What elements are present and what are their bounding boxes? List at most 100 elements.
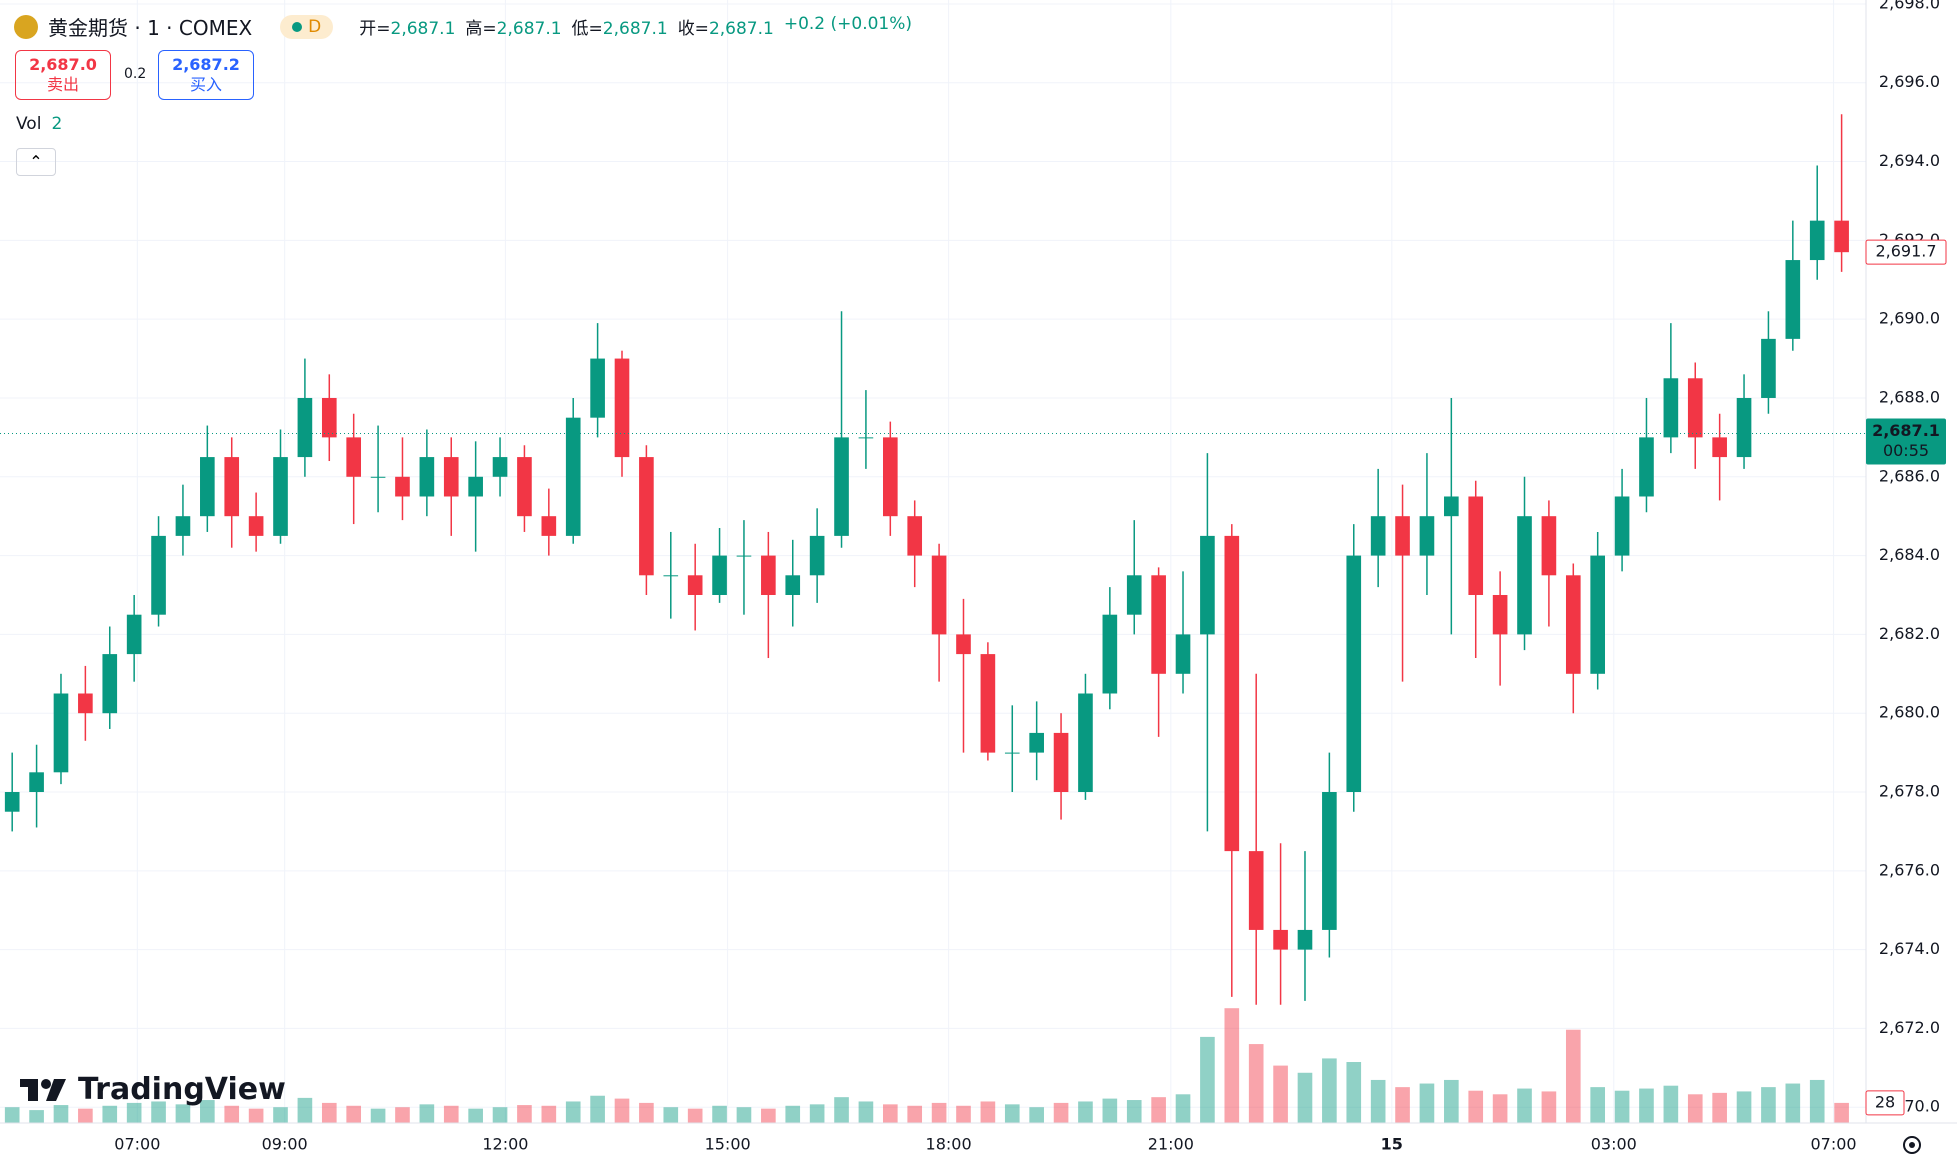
y-tick-label: 2,678.0 — [1879, 782, 1940, 801]
volume-bar — [541, 1105, 557, 1123]
buy-label: 买入 — [189, 75, 222, 94]
volume-bar — [785, 1105, 801, 1123]
candle-body — [1565, 575, 1581, 674]
volume-bar — [663, 1107, 679, 1123]
volume-bar — [53, 1105, 69, 1123]
sell-label: 卖出 — [46, 75, 79, 94]
x-tick-label: 09:00 — [262, 1135, 308, 1154]
status-dot — [292, 21, 303, 32]
candle-body — [687, 575, 703, 595]
last-price-tag — [1865, 239, 1947, 265]
candle-body — [565, 417, 581, 536]
volume-bar — [980, 1101, 996, 1123]
settings-button[interactable] — [1903, 1136, 1921, 1154]
candle-body — [761, 555, 776, 595]
volume-bar — [1175, 1094, 1191, 1123]
volume-legend-value: 2 — [51, 114, 63, 134]
candle-body — [1736, 397, 1752, 458]
volume-bar — [1200, 1036, 1215, 1123]
sell-price: 2,687.0 — [29, 55, 97, 74]
volume-tag-label: 28 — [1875, 1092, 1895, 1111]
volume-bar — [1419, 1083, 1435, 1123]
candle-body — [224, 457, 240, 517]
x-tick-label: 12:00 — [482, 1135, 528, 1154]
candle-body — [639, 457, 654, 576]
candle-body — [1663, 378, 1679, 438]
brand-text: TradingView — [78, 1072, 286, 1107]
candle-body — [1004, 752, 1020, 754]
volume-bar — [1102, 1098, 1118, 1123]
candle-body — [1590, 555, 1606, 674]
price-line-tag — [1866, 418, 1946, 465]
volume-bar — [419, 1104, 435, 1123]
candle-body — [419, 457, 435, 497]
candle-body — [4, 792, 20, 812]
ohlc-value: 2,687.1 — [602, 19, 668, 39]
volume-bar — [1565, 1029, 1581, 1123]
candle-body — [1273, 929, 1288, 950]
candle-body — [395, 476, 410, 497]
y-tick-label: 2,674.0 — [1879, 939, 1940, 958]
candle-body — [517, 457, 532, 517]
brand-icon — [20, 1078, 66, 1101]
volume-bar — [687, 1108, 703, 1123]
y-tick-label: 2,696.0 — [1879, 72, 1940, 91]
volume-bar — [1029, 1107, 1044, 1123]
candle-body — [614, 358, 630, 458]
volume-bar — [1322, 1058, 1337, 1123]
ohlc-item: 开=2,687.1 — [359, 14, 455, 39]
candle-body — [126, 614, 142, 655]
volume-legend-label: Vol — [16, 114, 42, 134]
buy-button[interactable]: 2,687.2 买入 — [158, 50, 254, 100]
sell-button[interactable]: 2,687.0 卖出 — [15, 50, 111, 100]
y-tick-label: 2,676.0 — [1879, 860, 1940, 879]
candle-body — [663, 575, 679, 577]
volume-bar — [346, 1105, 362, 1123]
candle-body — [1126, 575, 1142, 615]
volume-bar — [1639, 1088, 1654, 1123]
candle-body — [443, 457, 459, 497]
volume-bar — [761, 1108, 776, 1123]
volume-bar — [297, 1097, 313, 1123]
candle-body — [102, 654, 118, 714]
volume-bar — [639, 1102, 654, 1123]
volume-bar — [395, 1107, 410, 1123]
countdown-label: 00:55 — [1883, 441, 1929, 460]
volume-bar — [1517, 1088, 1532, 1123]
candle-body — [980, 654, 996, 753]
volume-bar — [102, 1105, 118, 1123]
x-tick-label: 03:00 — [1591, 1135, 1637, 1154]
volume-bar — [834, 1097, 849, 1123]
candle-body — [1297, 929, 1313, 950]
volume-bar — [1126, 1100, 1142, 1123]
candle-body — [1322, 792, 1337, 930]
ohlc-label: 高= — [465, 19, 497, 39]
candle-body — [53, 693, 69, 773]
volume-bar — [712, 1105, 727, 1123]
interval-badge[interactable]: D — [280, 14, 334, 39]
ohlc-item: 高=2,687.1 — [465, 14, 561, 39]
candle-body — [1224, 535, 1240, 852]
volume-bar — [565, 1101, 581, 1123]
volume-bar — [126, 1102, 142, 1123]
candle-body — [1346, 555, 1362, 793]
candle-body — [346, 437, 362, 477]
volume-bar — [1614, 1090, 1630, 1123]
collapse-button[interactable]: ⌃ — [16, 148, 56, 176]
x-tick-label: 07:00 — [1811, 1135, 1857, 1154]
symbol-logo — [14, 14, 38, 39]
header: 黄金期货 · 1 · COMEX D 开=2,687.1 高=2,687.1 低=2… — [14, 12, 912, 41]
volume-bar — [321, 1102, 337, 1123]
brand-logo: TradingView — [20, 1072, 286, 1107]
volume-bar — [590, 1095, 605, 1123]
volume-bar — [29, 1110, 44, 1123]
ohlc-value: 2,687.1 — [390, 19, 456, 39]
x-tick-label: 21:00 — [1148, 1135, 1194, 1154]
volume-bar — [1492, 1094, 1508, 1123]
y-tick-label: 2,672.0 — [1879, 1018, 1940, 1037]
volume-bar — [907, 1105, 923, 1123]
symbol-title[interactable]: 黄金期货 · 1 · COMEX — [48, 16, 253, 40]
volume-legend: Vol 2 — [16, 114, 62, 134]
